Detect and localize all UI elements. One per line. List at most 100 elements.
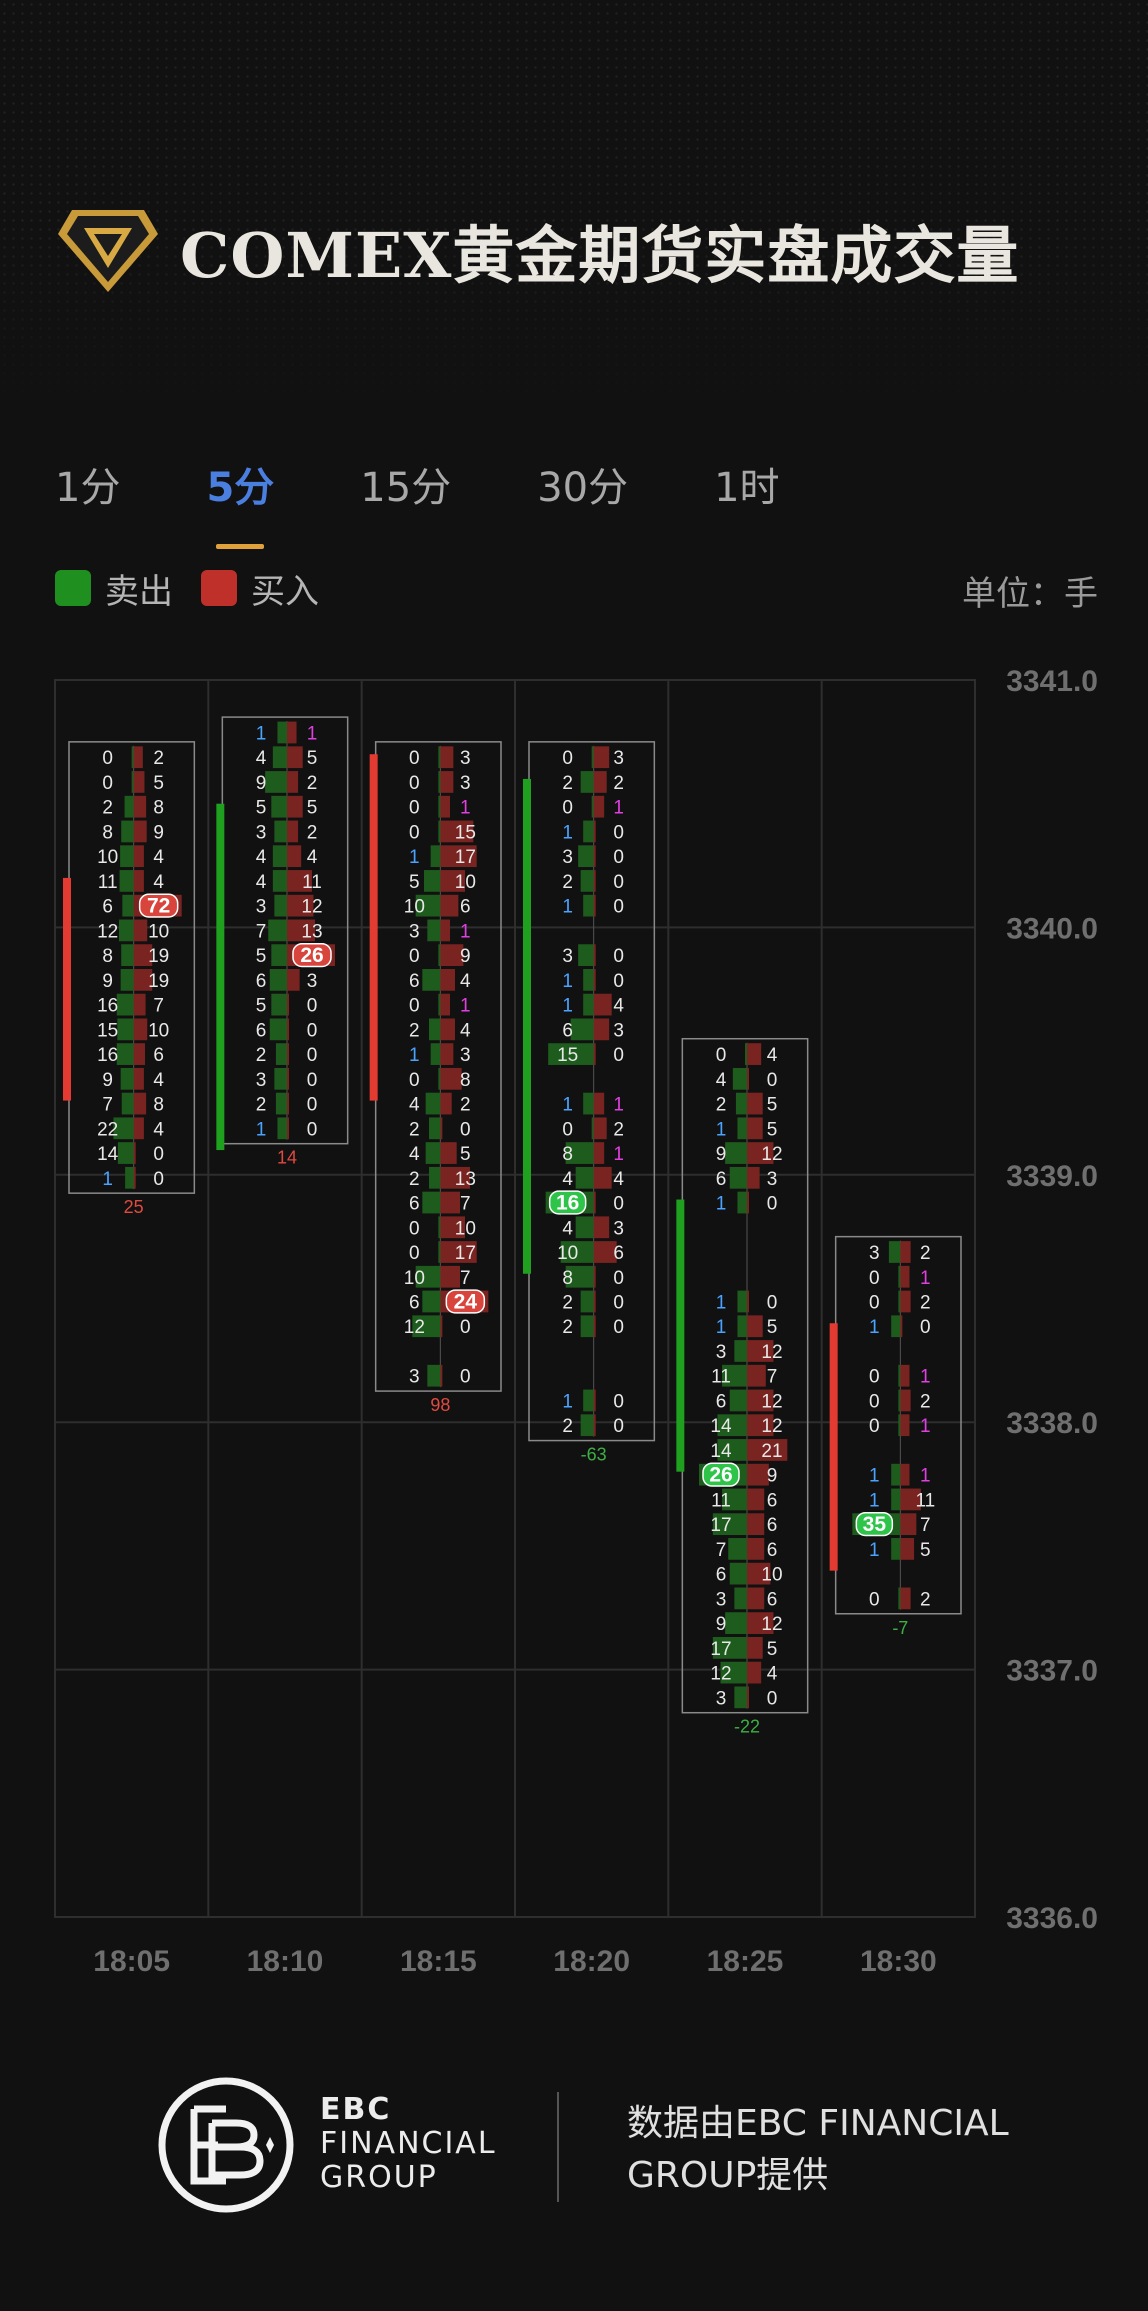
sell-volume-label: 0 <box>409 1070 420 1091</box>
buy-volume-bar <box>593 771 607 793</box>
sell-volume-bar <box>898 1587 901 1610</box>
sell-volume-bar <box>422 1290 441 1313</box>
sell-volume-bar <box>729 1562 747 1585</box>
buy-volume-label: 4 <box>613 996 624 1017</box>
sell-volume-label: 9 <box>716 1614 727 1635</box>
buy-volume-bar <box>593 1389 596 1412</box>
buy-volume-label: 0 <box>613 872 624 893</box>
buy-volume-bar <box>440 820 474 843</box>
sell-volume-bar <box>430 845 441 868</box>
buy-volume-bar <box>133 1067 144 1090</box>
buy-volume-bar <box>747 1043 762 1065</box>
sell-volume-label: 0 <box>409 1243 420 1264</box>
buy-volume-bar <box>287 845 302 868</box>
buy-volume-label: 5 <box>153 773 164 794</box>
sell-volume-bar <box>438 771 441 793</box>
sell-volume-bar <box>438 820 441 843</box>
tab-1h[interactable]: 1时 <box>714 465 780 511</box>
sell-volume-label: 4 <box>409 1095 420 1116</box>
sell-volume-label: 2 <box>562 1317 573 1338</box>
sell-volume-label: 1 <box>562 996 573 1017</box>
buy-volume-label: 6 <box>767 1540 778 1561</box>
buy-volume-bar <box>747 1191 749 1214</box>
sell-volume-label: 4 <box>256 847 267 868</box>
buy-volume-label: 1 <box>460 921 471 942</box>
sell-volume-label: 2 <box>409 1169 420 1190</box>
buy-swatch <box>201 570 237 606</box>
buy-volume-label: 13 <box>455 1169 476 1190</box>
buy-volume-label: 12 <box>761 1391 782 1412</box>
sell-volume-label: 9 <box>102 971 113 992</box>
sell-volume-bar <box>277 721 287 744</box>
sell-volume-label: 0 <box>869 1589 880 1610</box>
buy-volume-bar <box>900 1488 921 1511</box>
sell-volume-label: 22 <box>97 1119 118 1140</box>
sell-volume-label: 0 <box>869 1268 880 1289</box>
buy-volume-label: 0 <box>460 1317 471 1338</box>
candle-delta-label: 14 <box>277 1148 297 1168</box>
sell-volume-label: 5 <box>256 996 267 1017</box>
buy-volume-bar <box>440 1142 457 1164</box>
x-tick-label: 18:25 <box>707 1945 784 1978</box>
buy-volume-bar <box>440 845 477 868</box>
buy-volume-bar <box>747 1612 774 1634</box>
sell-volume-bar <box>429 1117 441 1140</box>
page-header: COMEX黄金期货实盘成交量 <box>56 205 1019 295</box>
sell-volume-bar <box>729 1389 747 1412</box>
brand-line-1: EBC <box>320 2092 392 2127</box>
tab-30m[interactable]: 30分 <box>537 465 629 511</box>
buy-volume-bar <box>287 771 299 793</box>
buy-volume-bar <box>440 919 450 942</box>
sell-volume-bar <box>722 1364 747 1387</box>
buy-volume-label: 11 <box>302 872 322 893</box>
y-tick-label: 3338.0 <box>1006 1407 1098 1440</box>
sell-volume-bar <box>272 746 287 769</box>
buy-volume-label: 5 <box>767 1639 778 1660</box>
footer-divider <box>557 2092 559 2202</box>
buy-volume-label: 5 <box>920 1540 931 1561</box>
y-tick-label: 3339.0 <box>1006 1160 1098 1193</box>
sell-volume-label: 1 <box>562 1391 573 1412</box>
buy-volume-bar <box>440 795 450 818</box>
buy-volume-bar <box>747 1488 765 1511</box>
sell-volume-label: 0 <box>869 1391 880 1412</box>
buy-volume-label: 2 <box>920 1391 931 1412</box>
buy-volume-label: 1 <box>613 1144 624 1165</box>
tab-15m[interactable]: 15分 <box>360 465 452 511</box>
sell-volume-bar <box>898 1265 901 1288</box>
sell-volume-bar <box>422 1191 441 1214</box>
buy-volume-bar <box>593 746 610 769</box>
buy-volume-bar <box>747 1513 765 1536</box>
buy-volume-label: 10 <box>148 921 169 942</box>
buy-volume-bar <box>133 771 145 793</box>
buy-volume-bar <box>133 969 153 991</box>
sell-volume-bar <box>265 771 287 793</box>
sell-volume-bar <box>580 1315 594 1338</box>
sell-volume-label: 0 <box>869 1293 880 1314</box>
buy-volume-label: 1 <box>460 798 471 819</box>
sell-volume-bar <box>429 1166 441 1189</box>
buy-volume-label: 0 <box>613 1317 624 1338</box>
buy-volume-label: 0 <box>613 1391 624 1412</box>
y-tick-label: 3337.0 <box>1006 1655 1098 1688</box>
sell-volume-label: 5 <box>256 798 267 819</box>
ebc-brand-text: EBC FINANCIAL GROUP <box>320 2093 497 2195</box>
tab-5m[interactable]: 5分 <box>206 455 274 535</box>
buy-volume-label: 1 <box>920 1416 931 1437</box>
sell-volume-bar <box>729 1166 747 1189</box>
buy-volume-bar <box>133 845 144 868</box>
buy-volume-label: 7 <box>920 1515 931 1536</box>
background-pattern <box>0 0 1148 430</box>
tab-1m[interactable]: 1分 <box>55 465 121 511</box>
buy-volume-label: 9 <box>460 946 471 967</box>
buy-volume-bar <box>900 1463 910 1486</box>
sell-volume-label: 15 <box>557 1045 578 1066</box>
buy-volume-label: 4 <box>307 847 318 868</box>
buy-volume-label: 0 <box>153 1169 164 1190</box>
buy-volume-label: 10 <box>455 872 476 893</box>
buy-volume-bar <box>440 1241 477 1263</box>
buy-volume-bar <box>440 944 464 967</box>
sell-volume-label: 7 <box>716 1540 727 1561</box>
buy-volume-bar <box>133 820 147 843</box>
buy-volume-bar <box>747 1340 774 1362</box>
